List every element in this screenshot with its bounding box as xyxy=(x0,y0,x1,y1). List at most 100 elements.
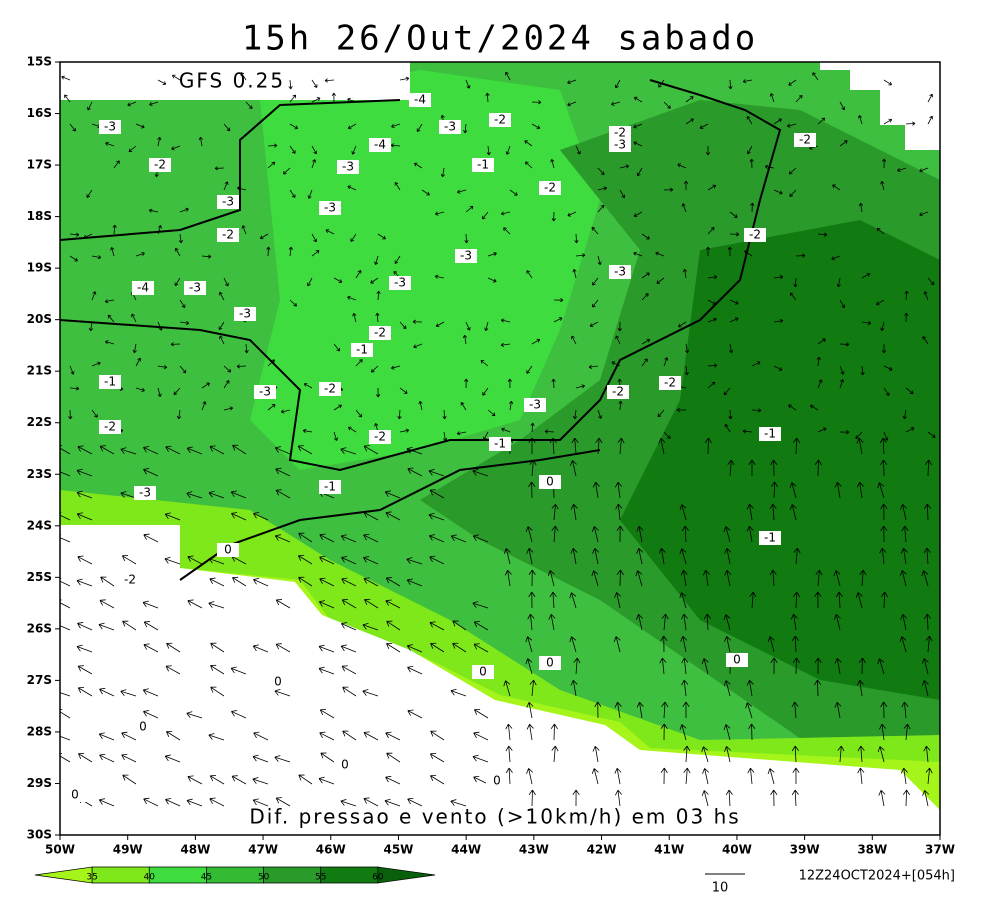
wind-arrow xyxy=(363,556,379,565)
wind-arrow xyxy=(231,775,247,785)
wind-arrow xyxy=(289,145,296,154)
wind-arrow xyxy=(78,753,93,763)
wind-arrow xyxy=(571,437,579,455)
wind-arrow xyxy=(87,101,93,111)
wind-arrow xyxy=(413,162,423,169)
wind-arrow xyxy=(764,164,775,170)
wind-arrow xyxy=(352,313,357,323)
wind-arrow xyxy=(148,208,159,213)
wind-arrow xyxy=(860,365,865,376)
wind-arrow xyxy=(661,613,669,631)
wind-arrow xyxy=(839,365,845,375)
wind-arrow xyxy=(701,746,709,763)
wind-arrow xyxy=(253,578,269,587)
wind-arrow xyxy=(311,233,318,243)
wind-arrow xyxy=(591,768,599,785)
wind-arrow xyxy=(927,431,936,438)
lat-label: 16S xyxy=(27,106,52,120)
wind-arrow xyxy=(856,679,864,697)
wind-arrow xyxy=(636,526,644,543)
wind-arrow xyxy=(832,184,841,191)
wind-arrow xyxy=(99,687,115,697)
wind-arrow xyxy=(149,101,159,107)
wind-arrow xyxy=(122,620,137,631)
contour-label-bg xyxy=(369,326,391,340)
wind-arrow xyxy=(219,335,225,345)
colorbar-segment xyxy=(148,866,207,884)
wind-arrow xyxy=(592,299,599,308)
colorbar-label: 55 xyxy=(315,873,326,883)
contour-label-bg xyxy=(119,573,141,587)
wind-arrow xyxy=(925,635,933,653)
wind-arrow xyxy=(142,600,159,609)
wind-arrow xyxy=(746,525,754,543)
colorbar-segment xyxy=(377,866,436,884)
wind-arrow xyxy=(77,687,93,697)
wind-arrow xyxy=(223,380,230,389)
wind-arrow xyxy=(311,145,318,155)
wind-arrow xyxy=(573,657,581,675)
wind-arrow xyxy=(549,591,557,609)
wind-arrow xyxy=(528,437,536,455)
wind-arrow xyxy=(567,79,577,85)
wind-arrow xyxy=(789,189,797,197)
wind-arrow xyxy=(135,123,145,129)
wind-arrow xyxy=(274,534,291,543)
wind-arrow xyxy=(105,141,115,147)
wind-arrow xyxy=(728,409,733,420)
wind-arrow xyxy=(503,680,511,697)
wind-arrow xyxy=(428,468,445,477)
wind-arrow xyxy=(683,745,691,763)
lat-label: 19S xyxy=(27,261,52,275)
contour-label: -2 xyxy=(154,158,166,172)
wind-arrow xyxy=(924,459,933,477)
wind-arrow xyxy=(879,547,887,565)
wind-arrow xyxy=(699,123,709,129)
wind-arrow xyxy=(60,753,71,763)
wind-arrow xyxy=(633,96,643,103)
wind-arrow xyxy=(922,790,930,807)
wind-arrow xyxy=(165,445,181,455)
contour-label-bg xyxy=(486,774,508,788)
wind-arrow xyxy=(508,400,514,411)
wind-arrow xyxy=(812,72,819,81)
wind-arrow xyxy=(69,365,75,375)
wind-arrow xyxy=(617,321,622,332)
wind-arrow xyxy=(636,701,644,719)
wind-arrow xyxy=(318,666,335,675)
wind-arrow xyxy=(275,489,291,499)
wind-arrow xyxy=(900,504,907,521)
contour-label: -3 xyxy=(614,138,626,152)
wind-arrow xyxy=(143,468,159,477)
wind-arrow xyxy=(788,404,797,411)
colorbar-segment xyxy=(91,866,150,884)
wind-arrow xyxy=(186,711,203,719)
contour-label: -3 xyxy=(614,265,626,279)
wind-arrow xyxy=(472,469,489,477)
wind-arrow xyxy=(723,387,731,396)
contour-label: -4 xyxy=(137,281,149,295)
contour-label: 0 xyxy=(493,774,501,788)
lat-label: 27S xyxy=(27,673,52,687)
contour-label-bg xyxy=(369,138,391,152)
wind-arrow xyxy=(69,232,80,237)
wind-arrow xyxy=(531,338,541,345)
wind-arrow xyxy=(614,592,622,609)
wind-arrow xyxy=(275,599,291,609)
wind-arrow xyxy=(921,570,929,587)
wind-arrow xyxy=(597,186,608,191)
wind-arrow xyxy=(773,118,782,125)
wind-arrow xyxy=(611,101,621,106)
wind-arrow xyxy=(900,614,908,631)
wind-arrow xyxy=(856,481,864,499)
contour-label-bg xyxy=(234,307,256,321)
wind-arrow xyxy=(407,709,423,719)
wind-arrow xyxy=(362,689,379,697)
wind-arrow xyxy=(347,295,357,301)
contour-label: -4 xyxy=(414,93,426,107)
wind-arrow xyxy=(384,490,401,499)
wind-arrow xyxy=(434,274,445,279)
contour-label: 0 xyxy=(274,675,282,689)
wind-arrow xyxy=(704,437,712,455)
wind-arrow xyxy=(905,387,914,394)
